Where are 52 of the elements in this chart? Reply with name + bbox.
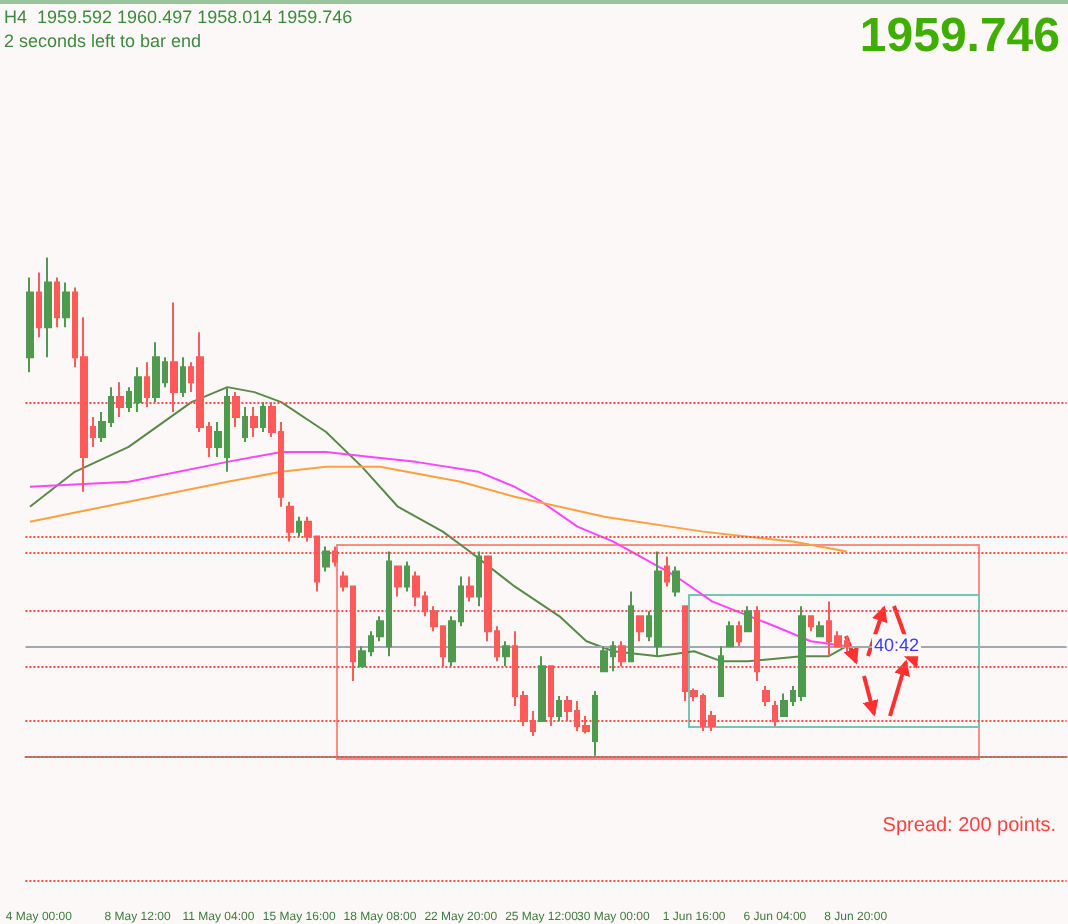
candlestick	[412, 570, 420, 608]
text: 2 seconds left to bar end	[4, 31, 202, 51]
annotation: 40:42	[874, 635, 920, 656]
candlestick	[618, 640, 626, 668]
candlestick	[180, 356, 186, 399]
candlestick	[26, 276, 34, 374]
candlestick	[296, 515, 302, 538]
candlestick	[556, 695, 562, 722]
candlestick	[808, 615, 814, 633]
text: H4 1959.592 1960.497 1958.014 1959.746	[4, 7, 353, 27]
candlestick	[44, 256, 52, 359]
candlestick	[134, 366, 142, 414]
candlestick	[672, 565, 680, 598]
candlestick	[600, 645, 608, 673]
candlestick	[322, 545, 330, 573]
candlestick	[466, 575, 474, 603]
candlestick	[250, 406, 258, 438]
candlestick	[654, 550, 662, 658]
candlestick	[286, 500, 294, 543]
candlestick	[762, 685, 770, 708]
candlestick	[404, 560, 410, 593]
candlestick	[152, 341, 160, 404]
candlestick	[636, 615, 644, 643]
candlestick	[538, 655, 546, 722]
candlestick	[772, 700, 778, 727]
candlestick	[36, 271, 42, 339]
candlestick	[744, 605, 752, 633]
text: Spread: 200 points.	[882, 815, 1057, 837]
candlestick	[628, 590, 634, 663]
candlestick	[144, 361, 150, 409]
candlestick	[780, 692, 788, 717]
candlestick	[232, 391, 240, 428]
candlestick	[798, 605, 806, 703]
candlestick	[116, 381, 124, 419]
candlestick	[476, 550, 482, 608]
candlestick	[548, 665, 554, 727]
candlestick	[718, 645, 724, 698]
candlestick	[726, 620, 734, 648]
candlestick	[736, 620, 742, 648]
candlestick	[592, 690, 598, 757]
candlestick	[242, 406, 248, 443]
candlestick	[664, 555, 670, 588]
candlestick	[170, 301, 178, 414]
candlestick	[754, 605, 760, 683]
candlestick	[332, 545, 338, 568]
candlestick	[54, 276, 60, 329]
candlestick	[260, 401, 266, 433]
candlestick	[816, 620, 824, 638]
candlestick	[394, 565, 402, 598]
candlestick	[62, 281, 70, 329]
candlestick	[502, 640, 510, 668]
text: 1959.746	[859, 9, 1061, 63]
